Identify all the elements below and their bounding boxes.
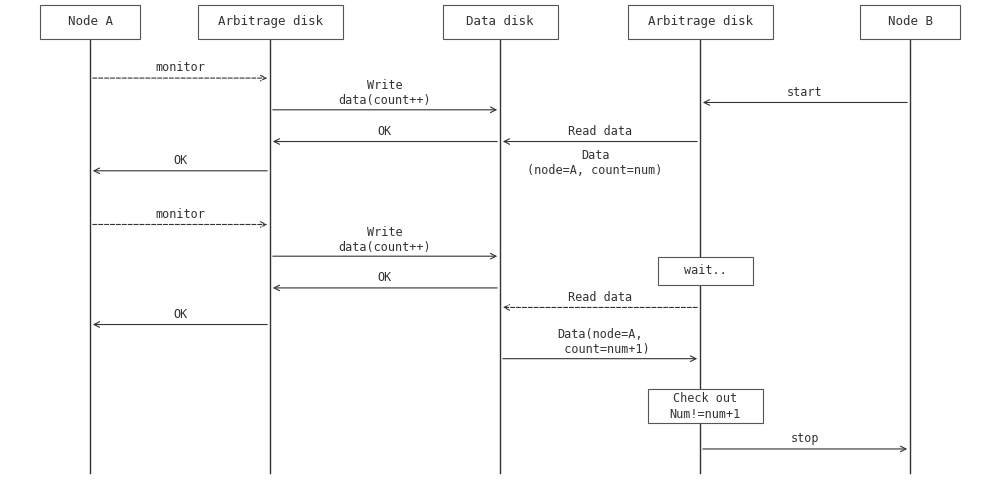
FancyBboxPatch shape: [648, 389, 763, 423]
Text: stop: stop: [791, 432, 819, 445]
FancyBboxPatch shape: [40, 5, 140, 39]
Text: OK: OK: [378, 271, 392, 284]
FancyBboxPatch shape: [198, 5, 342, 39]
Text: monitor: monitor: [155, 61, 205, 74]
FancyBboxPatch shape: [442, 5, 558, 39]
Text: Data disk: Data disk: [466, 16, 534, 28]
Text: Write
data(count++): Write data(count++): [339, 226, 431, 254]
FancyBboxPatch shape: [658, 257, 753, 285]
FancyBboxPatch shape: [860, 5, 960, 39]
Text: Read data: Read data: [568, 124, 632, 138]
Text: OK: OK: [378, 124, 392, 138]
Text: monitor: monitor: [155, 207, 205, 221]
Text: Check out
Num!=num+1: Check out Num!=num+1: [669, 391, 741, 421]
Text: OK: OK: [173, 154, 187, 167]
Text: Arbitrage disk: Arbitrage disk: [648, 16, 753, 28]
Text: start: start: [787, 85, 823, 99]
Text: Node B: Node B: [888, 16, 932, 28]
Text: Data
(node=A, count=num): Data (node=A, count=num): [527, 149, 663, 177]
Text: wait..: wait..: [684, 264, 726, 277]
Text: Node A: Node A: [68, 16, 112, 28]
Text: OK: OK: [173, 307, 187, 321]
Text: Arbitrage disk: Arbitrage disk: [218, 16, 322, 28]
FancyBboxPatch shape: [628, 5, 772, 39]
Text: Write
data(count++): Write data(count++): [339, 80, 431, 107]
Text: Read data: Read data: [568, 290, 632, 304]
Text: Data(node=A,
  count=num+1): Data(node=A, count=num+1): [550, 328, 650, 356]
